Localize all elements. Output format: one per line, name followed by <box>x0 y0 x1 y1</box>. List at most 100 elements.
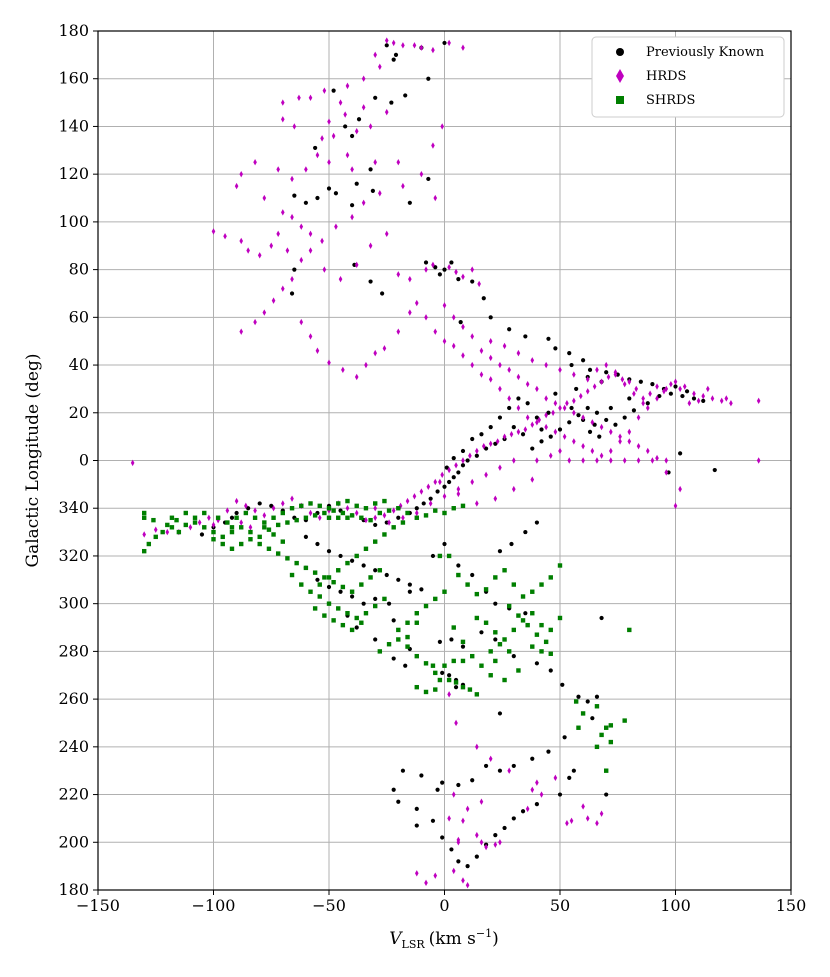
point-shrds <box>414 684 419 690</box>
point-previously-known <box>447 479 452 485</box>
point-hrds <box>479 371 484 378</box>
point-previously-known <box>407 589 412 594</box>
point-shrds <box>340 510 346 516</box>
point-previously-known <box>449 847 454 852</box>
point-previously-known <box>373 95 378 100</box>
point-hrds <box>350 166 354 173</box>
point-hrds <box>338 275 343 283</box>
point-hrds <box>401 42 405 49</box>
point-shrds <box>176 529 182 535</box>
point-hrds <box>327 159 331 166</box>
point-shrds <box>345 611 350 616</box>
point-hrds <box>401 514 405 521</box>
point-previously-known <box>497 768 503 773</box>
point-hrds <box>223 233 227 240</box>
point-hrds <box>664 457 669 464</box>
point-shrds <box>275 551 281 556</box>
point-previously-known <box>373 596 378 601</box>
point-hrds <box>322 266 327 273</box>
point-shrds <box>433 596 438 602</box>
point-shrds <box>604 725 609 730</box>
point-hrds <box>627 378 632 385</box>
point-hrds <box>641 395 645 402</box>
point-hrds <box>572 397 576 405</box>
point-hrds <box>454 462 458 469</box>
point-hrds <box>475 500 479 507</box>
point-hrds <box>461 877 465 884</box>
point-hrds <box>414 509 419 517</box>
point-previously-known <box>384 572 389 578</box>
point-previously-known <box>546 749 551 754</box>
point-shrds <box>460 684 466 690</box>
point-hrds <box>130 459 135 467</box>
point-previously-known <box>326 186 332 191</box>
point-hrds <box>424 879 428 887</box>
point-previously-known <box>391 57 396 62</box>
point-shrds <box>340 622 346 628</box>
point-hrds <box>627 438 632 445</box>
point-hrds <box>516 404 521 412</box>
point-previously-known <box>257 501 262 506</box>
y-tick-label: 320 <box>58 546 89 565</box>
point-hrds <box>239 519 244 526</box>
y-tick-label: 60 <box>69 307 89 326</box>
point-shrds <box>377 568 383 573</box>
point-hrds <box>361 104 366 111</box>
point-hrds <box>581 414 585 421</box>
point-hrds <box>535 779 539 786</box>
point-shrds <box>502 637 507 642</box>
point-previously-known <box>396 799 401 804</box>
point-previously-known <box>373 568 378 573</box>
y-tick-label: 140 <box>58 116 89 135</box>
point-hrds <box>553 428 558 436</box>
point-hrds <box>431 46 435 54</box>
point-shrds <box>511 582 516 587</box>
point-hrds <box>525 380 530 388</box>
point-shrds <box>275 522 281 528</box>
point-shrds <box>336 606 341 611</box>
point-hrds <box>424 314 428 321</box>
point-shrds <box>576 725 581 730</box>
point-hrds <box>599 423 604 431</box>
point-hrds <box>327 359 331 366</box>
point-previously-known <box>546 336 551 341</box>
point-shrds <box>317 582 322 587</box>
point-shrds <box>326 506 332 511</box>
point-hrds <box>595 457 599 464</box>
point-previously-known <box>437 272 442 277</box>
point-previously-known <box>343 124 348 129</box>
point-previously-known <box>460 644 466 649</box>
point-shrds <box>470 653 475 659</box>
point-shrds <box>294 517 299 523</box>
point-previously-known <box>407 200 412 205</box>
point-hrds <box>197 519 202 526</box>
point-shrds <box>382 532 387 537</box>
point-hrds <box>632 390 636 397</box>
point-previously-known <box>419 587 424 592</box>
point-shrds <box>169 515 175 520</box>
point-shrds <box>405 510 410 516</box>
point-hrds <box>285 247 290 254</box>
point-hrds <box>414 870 419 877</box>
point-shrds <box>493 630 498 635</box>
point-hrds <box>345 151 350 159</box>
point-shrds <box>271 532 276 537</box>
point-hrds <box>253 318 257 326</box>
point-previously-known <box>470 436 475 442</box>
point-previously-known <box>403 663 408 668</box>
point-shrds <box>349 589 355 594</box>
point-previously-known <box>384 520 389 525</box>
point-previously-known <box>456 563 461 568</box>
point-hrds <box>530 786 535 793</box>
point-hrds <box>606 373 611 381</box>
point-previously-known <box>569 362 574 368</box>
point-hrds <box>276 166 280 173</box>
point-hrds <box>428 500 433 507</box>
point-previously-known <box>502 825 507 831</box>
point-hrds <box>451 791 456 798</box>
point-previously-known <box>594 410 600 415</box>
point-previously-known <box>456 782 461 788</box>
point-shrds <box>465 582 470 587</box>
point-hrds <box>493 841 498 848</box>
series-hrds <box>130 37 761 889</box>
